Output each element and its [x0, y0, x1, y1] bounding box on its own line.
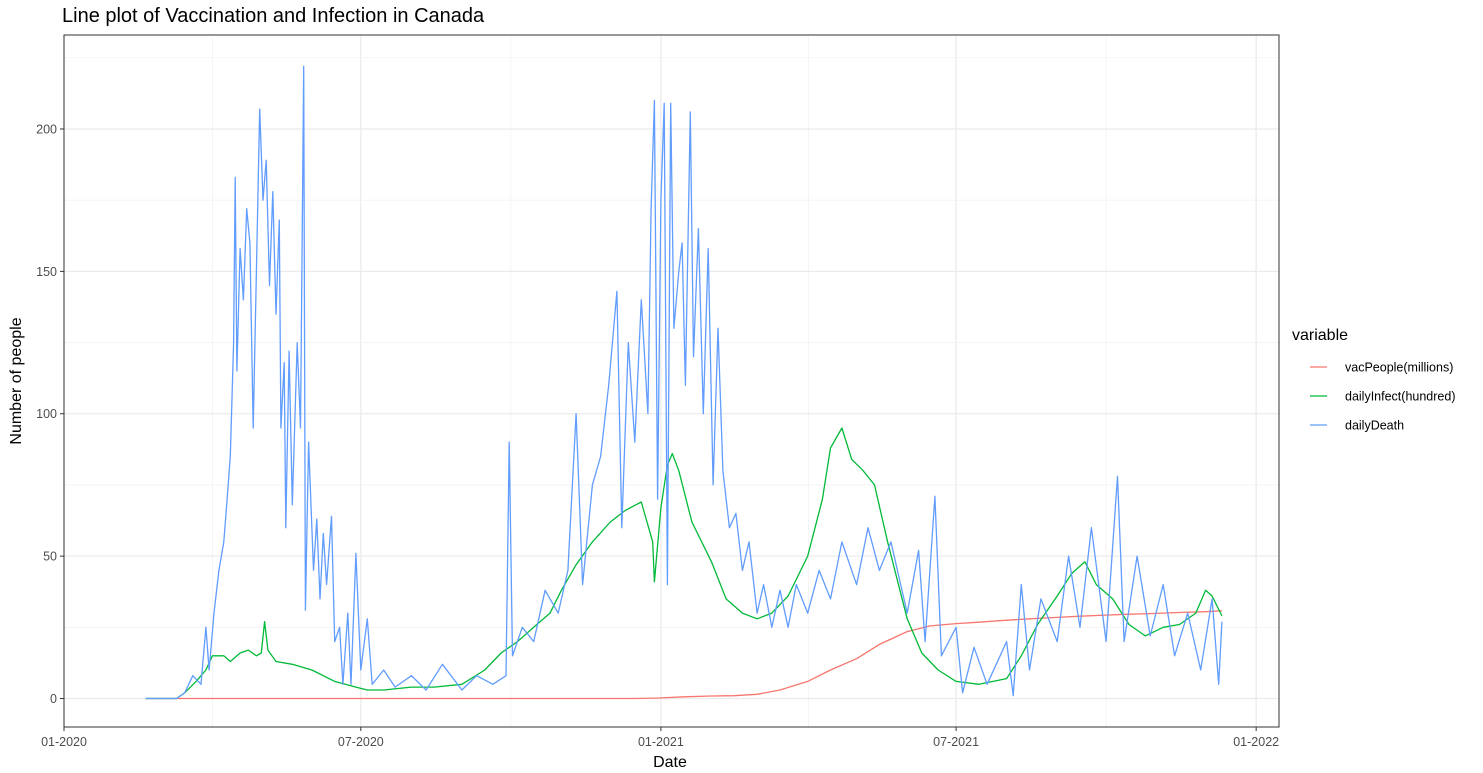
x-tick-label: 01-2020 [41, 735, 87, 749]
x-tick-label: 01-2021 [638, 735, 684, 749]
y-tick-label: 0 [50, 692, 57, 706]
series-line-vacpeople-millions- [145, 610, 1222, 700]
x-tick-label: 07-2020 [338, 735, 384, 749]
x-axis-ticks: 01-2020 07-2020 01-2021 07-2021 01-2022 [41, 727, 1279, 749]
plot-panel-border [63, 34, 1280, 728]
x-tick-label: 01-2022 [1233, 735, 1279, 749]
y-axis-ticks: 0 50 100 150 200 [36, 122, 64, 706]
series-line-dailydeath [145, 65, 1223, 700]
legend-label: dailyDeath [1345, 419, 1404, 433]
x-tick-label: 07-2021 [933, 735, 979, 749]
legend-title: variable [1292, 327, 1348, 344]
y-tick-label: 150 [36, 265, 57, 279]
legend-label: dailyInfect(hundred) [1345, 390, 1455, 404]
y-axis-title: Number of people [8, 317, 25, 444]
legend: variable vacPeople(millions) dailyInfect(… [1292, 327, 1455, 433]
y-tick-label: 100 [36, 407, 57, 421]
chart-title: Line plot of Vaccination and Infection i… [62, 5, 485, 27]
y-tick-label: 200 [36, 122, 57, 136]
series-line-dailyinfect-hundred- [145, 427, 1223, 700]
series-lines [145, 65, 1223, 700]
y-tick-label: 50 [43, 550, 57, 564]
legend-label: vacPeople(millions) [1345, 361, 1453, 375]
x-axis-title: Date [653, 754, 687, 771]
